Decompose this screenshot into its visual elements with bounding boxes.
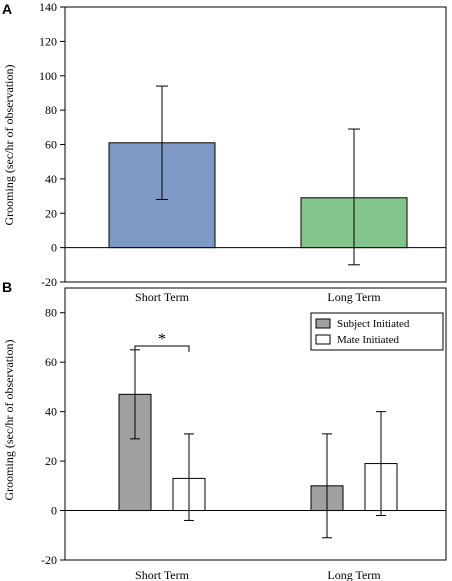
panel-b-label: B — [2, 279, 12, 295]
y-tick-label: 20 — [45, 454, 57, 468]
legend-swatch-subject-initiated — [315, 318, 331, 329]
y-tick-label: -20 — [41, 553, 57, 567]
legend-label-subject-initiated: Subject Initiated — [337, 318, 410, 330]
panel-a-y-axis-label: Grooming (sec/hr of observation) — [2, 65, 16, 226]
y-tick-label: 100 — [39, 69, 57, 83]
significance-star: * — [158, 331, 166, 348]
error-bar-mate-initiated-long-term — [376, 411, 386, 516]
plot-frame — [64, 287, 447, 561]
x-tick-label-long-term: Long Term — [327, 568, 381, 581]
significance-bracket: * — [134, 331, 190, 352]
y-tick-label: 60 — [45, 355, 57, 369]
error-bar-long-term — [348, 128, 360, 266]
legend-label-mate-initiated: Mate Initiated — [337, 334, 400, 346]
error-bar-subject-initiated-long-term — [322, 433, 332, 539]
y-tick-label: 40 — [45, 172, 57, 186]
x-tick-label-long-term: Long Term — [327, 290, 381, 304]
error-bar-mate-initiated-short-term — [184, 433, 194, 521]
y-tick-label: 120 — [39, 34, 57, 48]
error-bar-short-term — [156, 85, 168, 200]
y-tick-label: 0 — [51, 504, 57, 518]
y-tick-label: 0 — [51, 241, 57, 255]
bracket-line — [134, 345, 190, 352]
y-tick-label: 140 — [39, 0, 57, 14]
legend-box — [310, 312, 444, 351]
panel-a-label: A — [2, 1, 12, 17]
y-tick-label: 80 — [45, 306, 57, 320]
legend-swatch-mate-initiated — [315, 334, 331, 345]
y-tick-label: 40 — [45, 405, 57, 419]
y-tick-label: -20 — [41, 275, 57, 289]
panel-a-chart: -20 0 20 40 60 80 100 120 140 Short Term Long Term — [39, 0, 447, 304]
y-tick-label: 80 — [45, 103, 57, 117]
panel-b-y-axis-label: Grooming (sec/hr of observation) — [2, 340, 16, 501]
y-tick-label: 20 — [45, 206, 57, 220]
panel-b-chart: -20 0 20 40 60 80 Short Term Long Term — [41, 287, 447, 581]
x-tick-label-short-term: Short Term — [135, 290, 190, 304]
legend: Subject Initiated Mate Initiated — [310, 312, 444, 351]
x-tick-label-short-term: Short Term — [135, 568, 190, 581]
y-tick-label: 60 — [45, 138, 57, 152]
